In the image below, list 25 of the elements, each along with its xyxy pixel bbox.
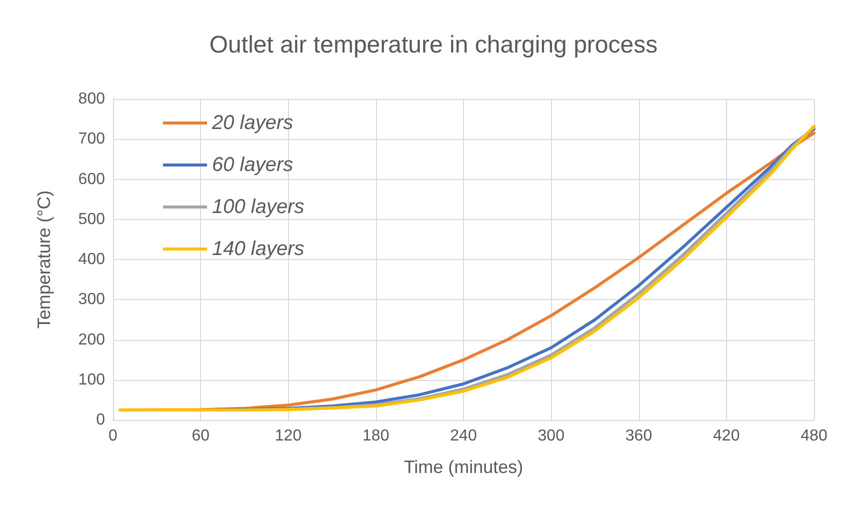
legend-label: 140 layers [212, 238, 304, 260]
x-axis-title: Time (minutes) [404, 457, 524, 477]
x-tick-label: 300 [538, 428, 565, 444]
legend-label: 20 layers [211, 112, 294, 134]
x-tick-label: 420 [713, 428, 740, 444]
legend-label: 60 layers [212, 154, 294, 176]
legend-label: 100 layers [212, 196, 304, 218]
y-tick-label: 700 [78, 130, 106, 148]
x-tick-label: 240 [450, 428, 477, 444]
x-tick-label: 0 [108, 428, 118, 444]
x-tick-label: 180 [362, 428, 390, 444]
y-tick-label: 300 [78, 291, 106, 308]
x-tick-label: 60 [192, 428, 210, 444]
y-tick-label: 0 [96, 412, 106, 428]
y-tick-label: 600 [78, 170, 106, 188]
y-tick-label: 400 [78, 251, 106, 268]
y-axis-title: Temperature (°C) [34, 190, 54, 329]
y-tick-label: 100 [78, 371, 106, 388]
x-tick-label: 120 [274, 428, 302, 444]
y-tick-label: 200 [78, 331, 106, 348]
chart-title: Outlet air temperature in charging process [209, 32, 658, 58]
y-tick-label: 500 [78, 210, 106, 228]
x-tick-label: 480 [800, 428, 828, 444]
x-tick-label: 360 [625, 428, 652, 444]
y-tick-label: 800 [78, 90, 106, 108]
